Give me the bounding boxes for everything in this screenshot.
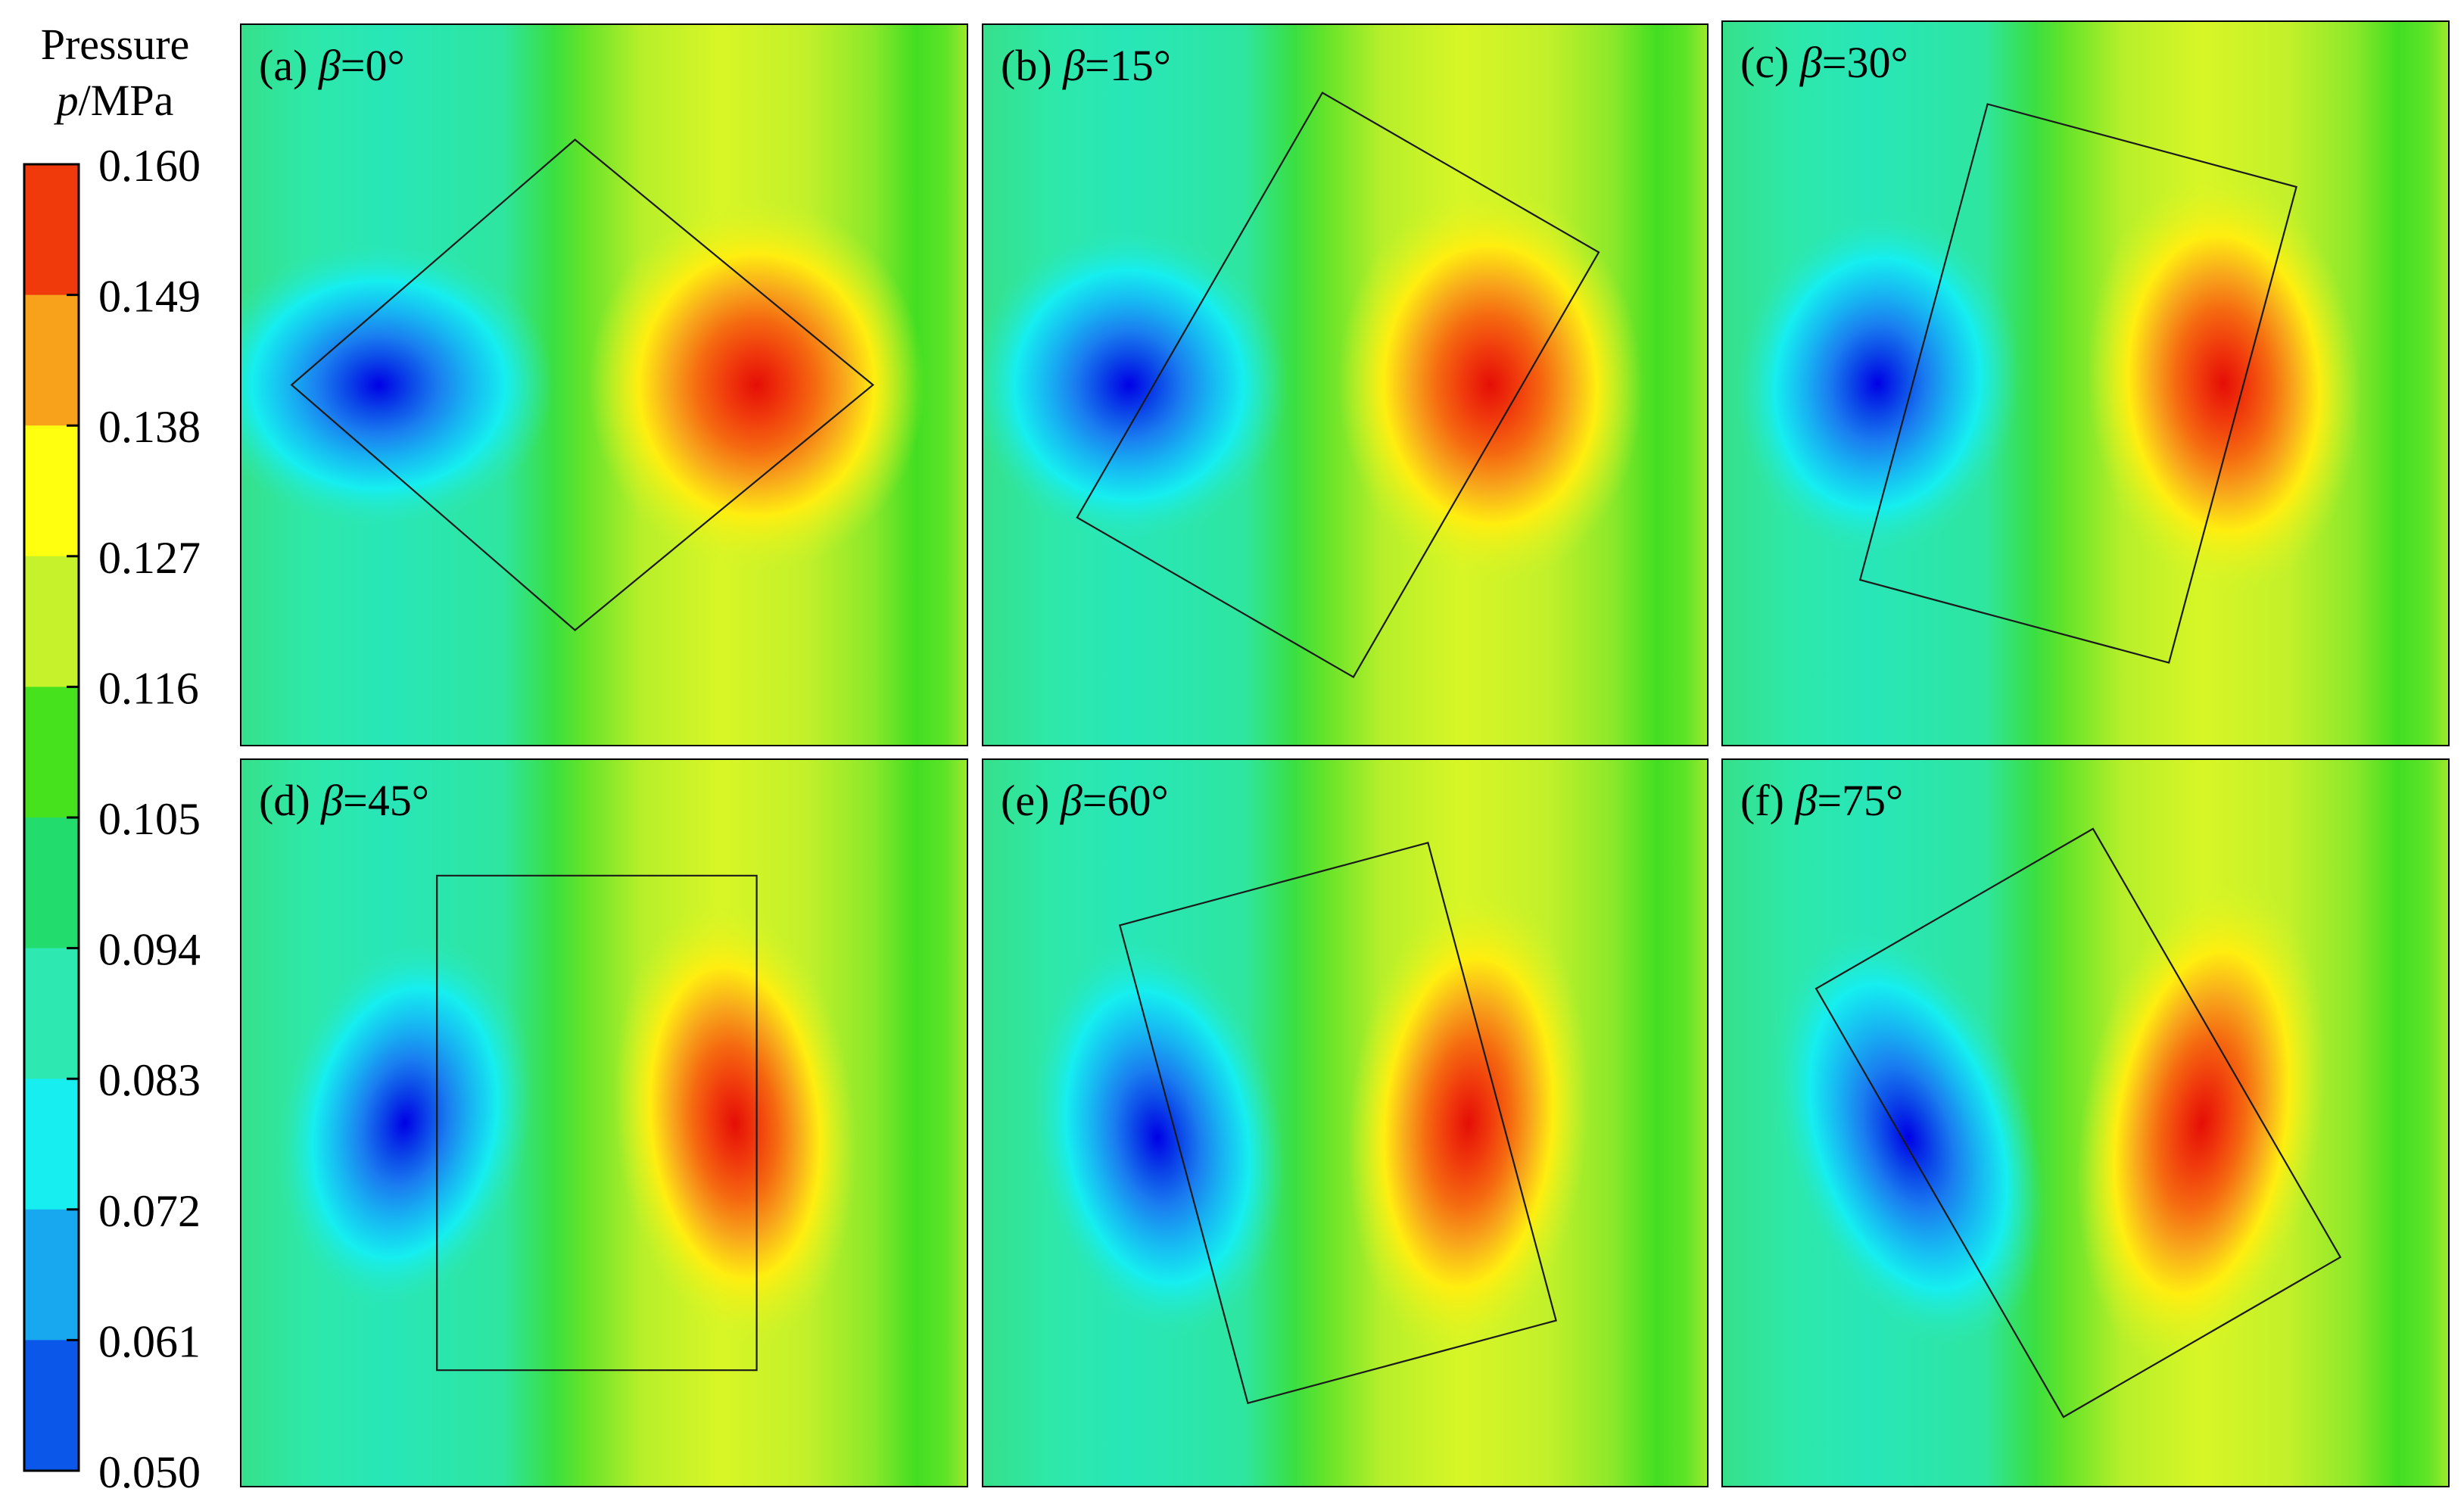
- panel-value: =75°: [1817, 776, 1903, 825]
- contour-panel: (d) β=45°: [240, 758, 968, 1487]
- contour-panel: (a) β=0°: [240, 23, 968, 746]
- colorbar-unit: p/MPa: [54, 76, 174, 125]
- panel-variable: β: [1060, 776, 1082, 825]
- low-pressure-zone: [1735, 210, 2020, 557]
- high-pressure-zone: [2076, 877, 2327, 1369]
- panel-label: (a) β=0°: [259, 41, 405, 90]
- high-pressure-zone: [613, 899, 857, 1347]
- colorbar-band: [24, 294, 79, 426]
- contour-panel: (e) β=60°: [982, 758, 1709, 1487]
- colorbar-level-label: 0.094: [98, 925, 201, 975]
- contour-panel: (f) β=75°: [1721, 758, 2450, 1487]
- colorbar-level-label: 0.050: [98, 1447, 201, 1497]
- colorbar-level-label: 0.116: [98, 663, 199, 713]
- pressure-colorbar: 0.160 0.149 0.138 0.127 0.116 0.105 0.094 0.083…: [23, 20, 201, 1497]
- panel-label: (c) β=30°: [1740, 38, 1908, 87]
- colorbar-band: [24, 1209, 79, 1341]
- panel-variable: β: [1062, 41, 1085, 90]
- panel-frame: [240, 23, 968, 746]
- low-pressure-zone: [1030, 935, 1285, 1340]
- colorbar-band: [24, 1340, 79, 1471]
- structure-outline: [1118, 841, 1557, 1405]
- colorbar-level-label: 0.138: [98, 402, 201, 452]
- high-pressure-zone: [1347, 887, 1590, 1359]
- panel-value: =15°: [1085, 41, 1171, 90]
- contour-panel: (b) β=15°: [982, 23, 1709, 746]
- panel-variable: β: [1799, 38, 1822, 87]
- colorbar-band: [24, 817, 79, 949]
- panel-label: (e) β=60°: [1001, 776, 1169, 825]
- panel-tag: (b): [1001, 41, 1063, 90]
- colorbar-band: [24, 1079, 79, 1210]
- panel-frame: [1721, 20, 2450, 746]
- panel-variable: β: [318, 41, 341, 90]
- high-pressure-zone: [2087, 172, 2360, 595]
- panel-frame: [982, 758, 1709, 1487]
- colorbar-band: [24, 425, 79, 557]
- colorbar-level-label: 0.083: [98, 1055, 201, 1105]
- structure-outline: [1815, 827, 2342, 1418]
- low-pressure-zone: [277, 936, 533, 1310]
- panel-tag: (a): [259, 41, 319, 90]
- panel-frame: [982, 23, 1709, 746]
- contour-panel: (c) β=30°: [1721, 20, 2450, 746]
- panel-frame: [1721, 758, 2450, 1487]
- panel-label: (b) β=15°: [1001, 41, 1171, 90]
- panel-value: =0°: [341, 41, 405, 90]
- panel-tag: (c): [1740, 38, 1800, 87]
- high-pressure-zone: [1338, 185, 1643, 584]
- high-pressure-zone: [588, 197, 925, 573]
- panel-tag: (f): [1740, 776, 1795, 825]
- panel-value: =45°: [343, 776, 429, 825]
- colorbar-level-label: 0.072: [98, 1186, 201, 1236]
- colorbar-band: [24, 948, 79, 1079]
- colorbar-level-label: 0.061: [98, 1316, 201, 1366]
- pressure-symbol: p: [54, 76, 79, 125]
- panel-variable: β: [1794, 776, 1817, 825]
- colorbar-level-label: 0.160: [98, 141, 201, 191]
- contour-panels: (a) β=0° (b) β=15° (c) β=30°(d) β=45° (e) β…: [240, 20, 2450, 1487]
- panel-tag: (e): [1001, 776, 1061, 825]
- colorbar-level-label: 0.149: [98, 272, 201, 322]
- colorbar-level-label: 0.127: [98, 533, 201, 583]
- panel-frame: [240, 758, 968, 1487]
- panel-label: (f) β=75°: [1740, 776, 1903, 825]
- panel-value: =60°: [1082, 776, 1169, 825]
- pressure-unit: /MPa: [79, 76, 174, 125]
- structure-outline: [1076, 91, 1600, 679]
- low-pressure-zone: [241, 240, 555, 530]
- colorbar-title: Pressure: [41, 20, 190, 69]
- colorbar-band: [24, 556, 79, 687]
- structure-outline: [436, 874, 758, 1372]
- panel-value: =30°: [1822, 38, 1908, 87]
- colorbar-band: [24, 164, 79, 296]
- colorbar-band: [24, 687, 79, 818]
- colorbar-level-label: 0.105: [98, 794, 201, 844]
- panel-variable: β: [320, 776, 343, 825]
- low-pressure-zone: [983, 226, 1288, 544]
- structure-outline: [290, 139, 874, 631]
- panel-tag: (d): [259, 776, 321, 825]
- structure-outline: [1858, 103, 2297, 664]
- panel-label: (d) β=45°: [259, 776, 429, 825]
